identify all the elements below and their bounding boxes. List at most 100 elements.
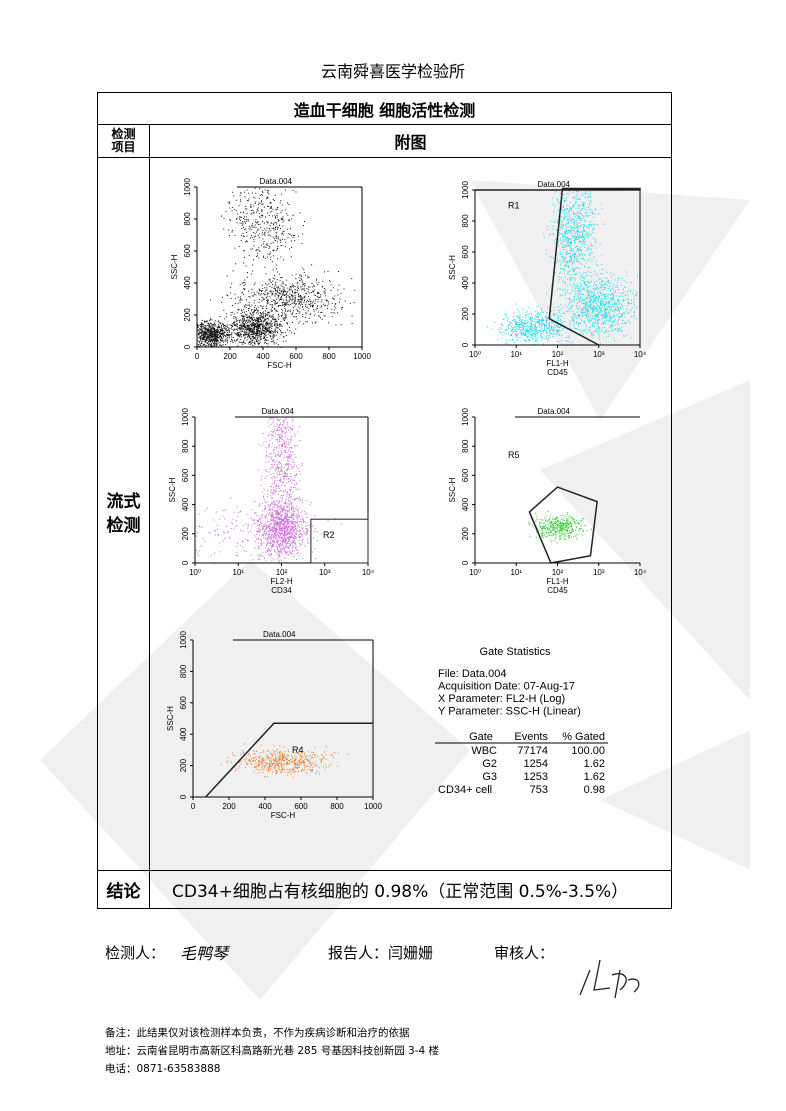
event-dot	[578, 205, 580, 207]
event-dot	[602, 323, 604, 325]
event-dot	[201, 335, 203, 337]
event-dot	[633, 304, 635, 306]
event-dot	[590, 243, 592, 245]
event-dot	[592, 307, 594, 309]
event-dot	[258, 293, 260, 295]
event-dot	[549, 335, 551, 337]
event-dot	[266, 227, 268, 229]
event-dot	[269, 253, 271, 255]
event-dot	[540, 319, 542, 321]
event-dot	[243, 320, 245, 322]
event-dot	[254, 320, 256, 322]
event-dot	[565, 298, 567, 299]
event-dot	[244, 305, 246, 307]
event-dot	[305, 303, 307, 305]
event-dot	[210, 299, 211, 301]
event-dot	[591, 325, 593, 327]
event-dot	[232, 337, 234, 339]
event-dot	[213, 342, 215, 344]
event-dot	[587, 296, 589, 298]
event-dot	[626, 321, 628, 323]
event-dot	[247, 326, 249, 328]
event-dot	[575, 293, 577, 295]
event-dot	[248, 334, 250, 336]
event-dot	[540, 329, 541, 331]
event-dot	[582, 203, 584, 205]
event-dot	[532, 335, 534, 337]
event-dot	[219, 336, 221, 337]
event-dot	[291, 218, 292, 220]
event-dot	[635, 293, 637, 295]
event-dot	[612, 295, 614, 296]
event-dot	[212, 339, 213, 341]
event-dot	[252, 321, 254, 323]
event-dot	[561, 243, 563, 245]
event-dot	[272, 249, 274, 251]
event-dot	[617, 303, 619, 305]
event-dot	[556, 321, 558, 323]
event-dot	[585, 262, 587, 264]
event-dot	[582, 313, 584, 315]
event-dot	[559, 295, 561, 297]
event-dot	[516, 321, 518, 323]
event-dot	[525, 332, 526, 334]
event-dot	[244, 256, 245, 258]
event-dot	[570, 261, 572, 263]
event-dot	[277, 285, 279, 287]
event-dot	[285, 293, 287, 295]
event-dot	[206, 337, 208, 339]
event-dot	[569, 230, 571, 232]
event-dot	[332, 312, 334, 314]
event-dot	[261, 244, 263, 246]
event-dot	[560, 233, 562, 235]
event-dot	[289, 297, 291, 299]
event-dot	[582, 201, 584, 203]
event-dot	[586, 232, 588, 234]
event-dot	[209, 340, 210, 342]
event-dot	[540, 327, 542, 329]
event-dot	[583, 280, 585, 282]
event-dot	[571, 273, 573, 275]
event-dot	[600, 301, 602, 303]
event-dot	[262, 328, 264, 330]
event-dot	[587, 275, 589, 276]
event-dot	[608, 293, 610, 295]
event-dot	[327, 308, 329, 309]
event-dot	[595, 301, 597, 303]
event-dot	[574, 222, 576, 224]
event-dot	[233, 329, 235, 331]
event-dot	[594, 315, 596, 317]
event-dot	[258, 288, 260, 290]
event-dot	[557, 325, 558, 327]
event-dot	[565, 281, 567, 283]
event-dot	[583, 202, 585, 204]
event-dot	[637, 275, 638, 277]
event-dot	[581, 274, 583, 276]
event-dot	[274, 299, 275, 301]
event-dot	[576, 214, 578, 216]
event-dot	[313, 285, 315, 287]
event-dot	[564, 198, 566, 200]
event-dot	[578, 236, 580, 238]
event-dot	[209, 337, 211, 338]
event-dot	[206, 338, 208, 340]
event-dot	[227, 334, 228, 336]
event-dot	[210, 330, 212, 332]
event-dot	[312, 305, 313, 307]
event-dot	[283, 319, 285, 321]
event-dot	[593, 285, 594, 287]
event-dot	[230, 341, 232, 342]
event-dot	[325, 295, 327, 297]
event-dot	[259, 188, 261, 190]
event-dot	[539, 319, 540, 321]
event-dot	[566, 253, 568, 255]
event-dot	[289, 296, 291, 298]
event-dot	[279, 202, 281, 204]
event-dot	[574, 197, 576, 199]
event-dot	[596, 306, 598, 307]
event-dot	[262, 502, 264, 504]
event-dot	[605, 309, 607, 311]
event-dot	[335, 324, 337, 326]
event-dot	[569, 241, 571, 243]
event-dot	[591, 309, 593, 311]
